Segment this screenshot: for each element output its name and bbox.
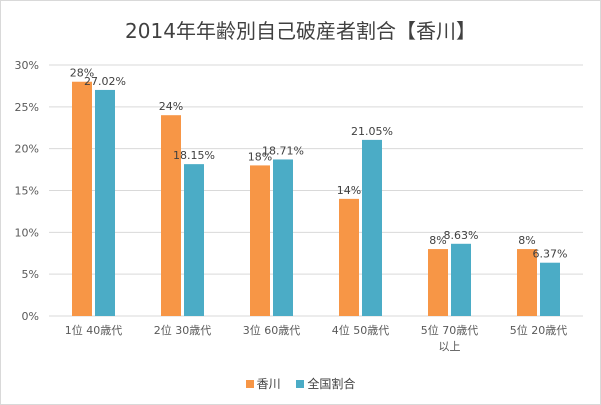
legend: 香川 全国割合 (1, 375, 600, 392)
y-tick-label: 5% (22, 268, 39, 281)
y-tick-label: 25% (15, 101, 39, 114)
bar-national (451, 243, 471, 316)
bar-national (273, 159, 293, 316)
legend-item-national: 全国割合 (296, 375, 355, 392)
bar-kagawa (428, 249, 448, 316)
data-label: 18.71% (262, 144, 304, 157)
y-tick-label: 20% (15, 143, 39, 156)
x-tick-label: 5位 70歳代 (421, 323, 479, 337)
x-tick-label: 1位 40歳代 (65, 323, 123, 337)
y-tick-label: 10% (15, 226, 39, 239)
bar-kagawa (72, 81, 92, 316)
bar-national (540, 262, 560, 316)
data-label: 18% (248, 150, 272, 163)
bar-national (95, 89, 115, 316)
data-label: 21.05% (351, 125, 393, 138)
data-label: 6.37% (533, 248, 568, 261)
bar-kagawa (161, 115, 181, 316)
y-tick-label: 0% (22, 310, 39, 323)
bar-kagawa (250, 165, 270, 316)
chart-title: 2014年年齢別自己破産者割合【香川】 (125, 19, 476, 43)
bar-kagawa (339, 198, 359, 316)
x-tick-label: 4位 50歳代 (332, 323, 390, 337)
x-tick-label: 5位 20歳代 (510, 323, 568, 337)
data-label: 24% (159, 100, 183, 113)
data-label: 28% (70, 67, 94, 80)
bar-kagawa (517, 249, 537, 316)
data-label: 14% (337, 184, 361, 197)
data-label: 27.02% (84, 75, 126, 88)
legend-label-national: 全国割合 (307, 377, 356, 391)
x-tick-label: 2位 30歳代 (154, 323, 212, 337)
legend-label-kagawa: 香川 (256, 377, 281, 391)
y-tick-label: 30% (15, 59, 39, 72)
bar-national (184, 164, 204, 316)
legend-swatch-national (296, 379, 305, 388)
legend-item-kagawa: 香川 (245, 375, 281, 392)
x-tick-label: 以上 (439, 340, 461, 353)
data-label: 8.63% (444, 229, 479, 242)
bar-national (362, 139, 382, 316)
data-label: 18.15% (173, 149, 215, 162)
x-tick-label: 3位 60歳代 (243, 323, 301, 337)
y-tick-label: 15% (15, 185, 39, 198)
data-label: 8% (429, 234, 446, 247)
data-label: 8% (518, 234, 535, 247)
legend-swatch-kagawa (245, 379, 254, 388)
